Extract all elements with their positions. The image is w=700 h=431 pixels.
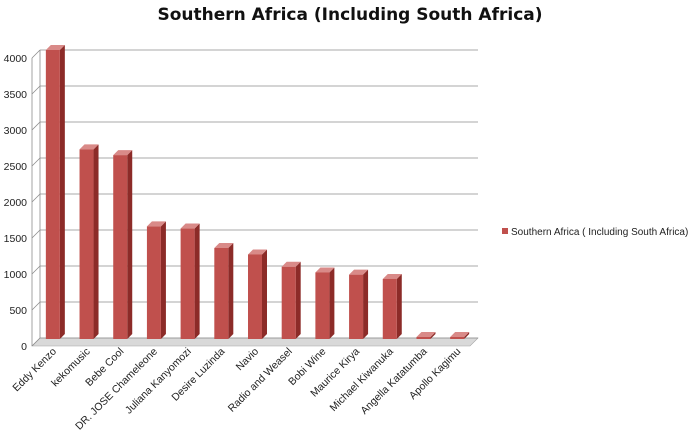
gridline-side <box>31 85 41 95</box>
x-tick-label: Radio and Weasel <box>226 346 295 415</box>
bar-side <box>194 223 200 339</box>
gridline-side <box>31 193 41 203</box>
bar-side <box>93 144 99 339</box>
gridline-side <box>31 121 41 131</box>
bar <box>248 249 267 339</box>
bar-front <box>349 274 364 339</box>
bar-front <box>382 278 397 339</box>
y-tick-label: 2500 <box>4 161 28 173</box>
y-axis: 0 500 1000 1500 2000 2500 3000 3500 4000 <box>4 53 33 353</box>
bar <box>146 221 166 339</box>
bar-side <box>464 332 470 339</box>
gridline-side <box>31 301 41 311</box>
bar-front <box>146 226 161 339</box>
bar-side <box>228 243 234 339</box>
y-tick-label: 500 <box>9 305 27 317</box>
bar-front <box>248 254 262 339</box>
y-tick-label: 2000 <box>4 197 28 209</box>
gridlines <box>31 49 479 347</box>
y-tick-label: 4000 <box>4 53 28 65</box>
bar <box>214 243 234 339</box>
bar-side <box>160 221 166 339</box>
bar-side <box>329 267 335 339</box>
chart-title: Southern Africa (Including South Africa) <box>157 5 542 25</box>
y-tick-label: 1500 <box>4 233 28 245</box>
bar <box>349 269 369 339</box>
bar <box>281 261 301 339</box>
bar-side <box>262 249 267 339</box>
bar <box>382 273 402 339</box>
gridline-side <box>31 49 41 59</box>
bar-side <box>295 261 301 339</box>
bar <box>180 223 200 339</box>
bar-side <box>127 150 133 339</box>
bar-front <box>450 337 465 339</box>
gridline-side <box>31 229 41 239</box>
bar <box>113 150 133 339</box>
chart-floor <box>31 337 479 347</box>
bar-top <box>416 332 436 337</box>
bar-front <box>180 228 195 339</box>
gridline-side <box>31 265 41 275</box>
y-tick-label: 3500 <box>4 89 28 101</box>
legend-label: Southern Africa ( Including South Africa… <box>511 227 688 238</box>
bar-top <box>281 261 301 267</box>
y-tick-label: 1000 <box>4 269 28 281</box>
bar-top <box>382 273 402 279</box>
bar-top <box>315 267 335 273</box>
bar-top <box>180 223 200 229</box>
bar-front <box>315 272 330 339</box>
bar-top <box>113 150 133 156</box>
bar-front <box>45 50 60 339</box>
bar-front <box>79 149 94 339</box>
bar-side <box>430 332 436 339</box>
bar-side <box>59 45 65 339</box>
bar-front <box>113 155 128 339</box>
bar-top <box>45 45 65 50</box>
bar-front <box>281 266 296 339</box>
bar-top <box>146 221 166 227</box>
bar-top <box>214 243 234 248</box>
bar <box>416 332 436 339</box>
bar-front <box>214 248 229 339</box>
y-tick-label: 0 <box>21 341 27 353</box>
bar <box>45 45 65 339</box>
bar-front <box>416 337 431 339</box>
bar-top <box>450 332 470 337</box>
bar-side <box>396 273 402 339</box>
bar <box>450 332 470 339</box>
gridline-side <box>31 157 41 167</box>
gridline-side <box>31 337 41 347</box>
bar-top <box>349 269 369 275</box>
x-tick-label: Navio <box>234 346 262 374</box>
bar <box>79 144 99 339</box>
bar-top <box>79 144 99 150</box>
bar-top <box>248 249 267 255</box>
y-tick-label: 3000 <box>4 125 28 137</box>
bar-side <box>363 269 369 339</box>
legend: Southern Africa ( Including South Africa… <box>502 227 688 238</box>
x-tick-label: Eddy Kenzo <box>10 346 59 395</box>
bar <box>315 267 335 339</box>
bars <box>45 45 470 339</box>
legend-swatch <box>502 228 508 234</box>
